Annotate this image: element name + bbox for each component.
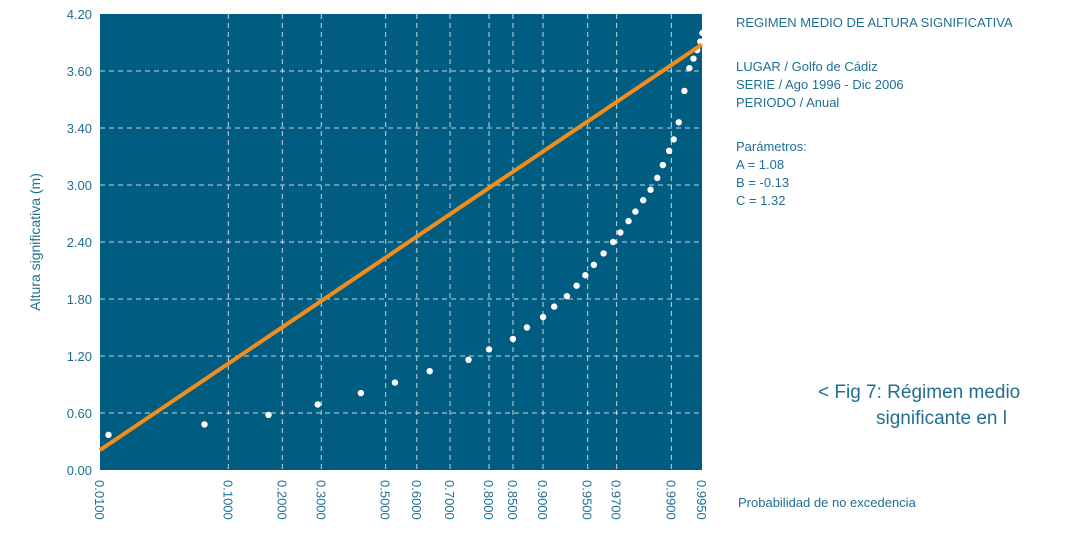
data-point (625, 217, 632, 225)
y-tick-label: 2.40 (67, 235, 92, 250)
series-label: SERIE / Ago 1996 - Dic 2006 (736, 77, 904, 92)
parameter-c: C = 1.32 (736, 193, 786, 208)
y-axis: 0.00 0.60 1.20 1.80 2.40 3.00 3.40 3.60 4.20 (67, 7, 92, 478)
data-point (509, 335, 517, 343)
data-point (681, 87, 688, 95)
data-point (632, 208, 639, 215)
x-tick-label: 0.9950 (694, 480, 709, 520)
x-tick-label: 0.9900 (663, 480, 678, 520)
data-point (539, 313, 547, 321)
x-tick-label: 0.9000 (535, 480, 550, 520)
data-point (465, 356, 472, 363)
y-tick-label: 0.60 (67, 406, 92, 421)
x-tick-label: 0.1000 (220, 480, 235, 520)
data-point (573, 282, 580, 289)
data-point (659, 161, 667, 169)
data-point (582, 272, 589, 279)
x-tick-label: 0.6000 (409, 480, 424, 520)
data-point (590, 261, 598, 268)
y-tick-label: 3.00 (67, 178, 92, 193)
figure-caption-line-2: significante en l (876, 408, 1007, 429)
location-label: LUGAR / Golfo de Cádiz (736, 59, 878, 74)
x-tick-label: 0.3000 (313, 480, 328, 520)
chart-info-title: REGIMEN MEDIO DE ALTURA SIGNIFICATIVA (736, 15, 1013, 30)
y-axis-title: Altura significativa (m) (27, 173, 43, 311)
data-point (563, 292, 571, 300)
data-point (639, 197, 647, 204)
y-tick-label: 1.20 (67, 349, 92, 364)
y-tick-label: 3.60 (67, 64, 92, 79)
y-tick-label: 4.20 (67, 7, 92, 22)
figure-caption-line-1: < Fig 7: Régimen medio (818, 382, 1021, 403)
data-point (609, 238, 617, 246)
x-tick-label: 0.8500 (505, 480, 520, 520)
data-point (265, 411, 272, 419)
data-point (617, 229, 624, 236)
x-axis-title: Probabilidad de no excedencia (738, 495, 916, 510)
data-point (690, 55, 697, 62)
parameters-title: Parámetros: (736, 139, 807, 154)
grid (100, 14, 702, 470)
y-tick-label: 0.00 (67, 463, 92, 478)
parameter-a: A = 1.08 (736, 157, 785, 172)
data-point (105, 431, 112, 439)
data-point (426, 368, 433, 375)
data-point (550, 303, 558, 310)
data-point (523, 324, 531, 331)
x-tick-label: 0.2000 (274, 480, 289, 520)
data-point (686, 64, 693, 72)
x-tick-label: 0.9500 (580, 480, 595, 520)
data-point (485, 346, 493, 353)
data-point (357, 389, 365, 397)
x-tick-label: 0.8000 (481, 480, 496, 520)
data-point (314, 401, 321, 408)
data-points (105, 29, 706, 439)
x-tick-label: 0.0100 (92, 480, 107, 520)
data-point (600, 250, 607, 257)
y-tick-label: 1.80 (67, 292, 92, 307)
data-point (699, 29, 706, 37)
period-label: PERIODO / Anual (736, 95, 840, 110)
data-point (654, 174, 661, 182)
y-tick-label: 3.40 (67, 121, 92, 136)
data-point (665, 147, 673, 154)
data-point (647, 186, 654, 193)
x-tick-label: 0.9700 (609, 480, 624, 520)
x-tick-label: 0.7000 (442, 480, 457, 520)
data-point (697, 38, 704, 45)
data-point (201, 421, 208, 428)
fit-line (98, 42, 704, 452)
parameter-b: B = -0.13 (736, 175, 790, 190)
data-point (670, 136, 677, 143)
data-point (391, 379, 399, 386)
x-axis: 0.0100 0.1000 0.2000 0.3000 0.5000 0.6000 0.70… (92, 480, 709, 520)
data-point (675, 119, 682, 126)
x-tick-label: 0.5000 (378, 480, 393, 520)
